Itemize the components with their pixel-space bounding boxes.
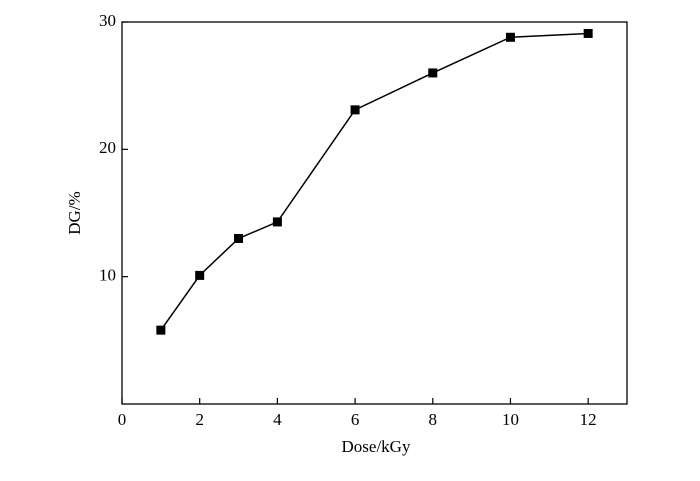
y-tick-label: 30 bbox=[99, 11, 116, 30]
y-axis-label: DG/% bbox=[65, 191, 84, 234]
y-tick-label: 20 bbox=[99, 138, 116, 157]
marker bbox=[505, 32, 515, 42]
marker bbox=[156, 325, 166, 335]
marker bbox=[195, 270, 205, 280]
data-line bbox=[160, 32, 589, 331]
x-tick-label: 6 bbox=[351, 410, 360, 429]
x-tick-label: 10 bbox=[502, 410, 519, 429]
plot-frame bbox=[121, 21, 628, 405]
y-tick-label: 10 bbox=[99, 266, 116, 285]
x-axis-label: Dose/kGy bbox=[342, 437, 411, 456]
x-tick-label: 4 bbox=[273, 410, 282, 429]
marker bbox=[583, 28, 593, 38]
x-tick-label: 12 bbox=[580, 410, 597, 429]
x-tick-label: 0 bbox=[118, 410, 127, 429]
x-tick-label: 8 bbox=[429, 410, 438, 429]
marker bbox=[428, 68, 438, 78]
marker bbox=[272, 217, 282, 227]
x-tick-label: 2 bbox=[195, 410, 204, 429]
marker bbox=[350, 105, 360, 115]
marker bbox=[234, 233, 244, 243]
